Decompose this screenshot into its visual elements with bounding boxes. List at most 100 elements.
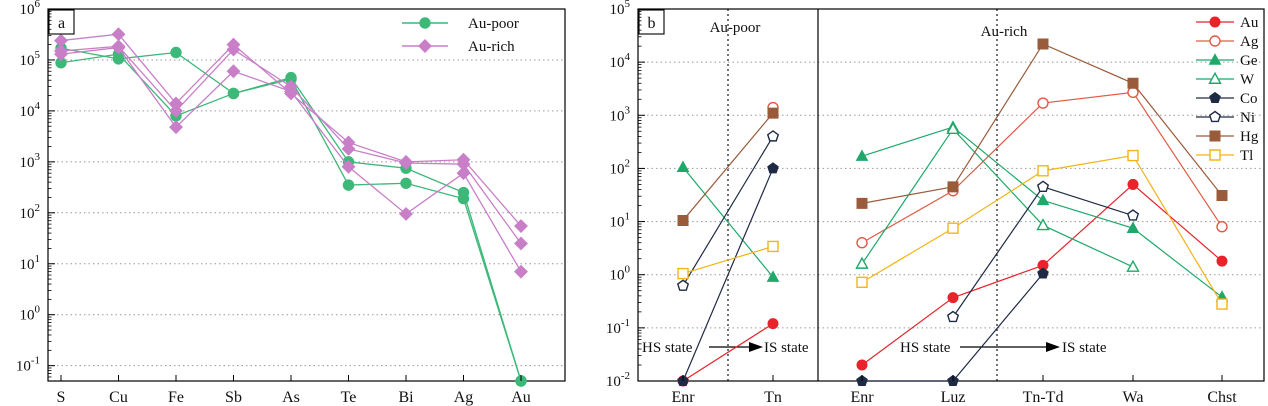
- data-point-tl: [767, 240, 779, 253]
- data-point: [284, 84, 298, 99]
- series-line-ni: [952, 186, 1134, 318]
- data-point: [169, 103, 183, 118]
- data-point-co: [1037, 267, 1049, 279]
- data-point: [54, 47, 68, 62]
- data-point: [514, 264, 528, 279]
- data-point-hg: [856, 197, 868, 209]
- y-tick-label: 104: [20, 100, 41, 120]
- data-point: [342, 179, 355, 191]
- x-tick-label: S: [57, 389, 66, 406]
- data-point-hg: [947, 181, 959, 193]
- data-point-ag: [1127, 86, 1139, 99]
- x-tick-label: Luz: [941, 389, 966, 406]
- legend-marker: [418, 39, 432, 53]
- legend-label: Tl: [1240, 148, 1253, 164]
- legend-marker: [1208, 53, 1222, 65]
- series-line-ge: [682, 166, 774, 278]
- data-point-tl: [1037, 165, 1049, 177]
- y-tick-label: 102: [20, 202, 41, 222]
- series-line-hg: [682, 112, 774, 221]
- legend-marker: [1208, 110, 1222, 123]
- data-point-ge: [676, 160, 690, 173]
- data-point-ag: [856, 237, 868, 249]
- data-point-co: [767, 162, 779, 174]
- data-point: [170, 46, 182, 59]
- legend-label: Au-poor: [468, 16, 519, 32]
- series-line-co: [862, 273, 1044, 382]
- data-point-au: [767, 318, 779, 330]
- series-line-w: [861, 128, 1134, 268]
- data-point-au: [856, 359, 868, 371]
- data-point-hg: [1037, 38, 1049, 50]
- x-tick-label: Tn-Td: [1023, 389, 1064, 406]
- panel-b: Enr Tn Enr Luz Tn-Td Wa Chst Au-poor Au-rich HS s…: [637, 8, 1265, 406]
- y-tick-label: 105: [610, 0, 631, 18]
- x-tick-label: Cu: [109, 389, 128, 406]
- data-point: [400, 177, 412, 189]
- legend-label: Au: [1240, 15, 1259, 31]
- data-point: [341, 141, 356, 156]
- series-line-au-poor: [60, 53, 522, 382]
- x-tick-label: Sb: [225, 389, 242, 406]
- data-point-au: [947, 292, 959, 304]
- data-point-hg: [677, 214, 689, 226]
- y-tick-label: 100: [610, 264, 631, 284]
- series-line-hg: [861, 43, 1223, 204]
- panel-label-box: [638, 9, 665, 35]
- y-tick-label: 103: [20, 151, 41, 171]
- data-point-ni: [676, 279, 690, 291]
- legend-label: Hg: [1240, 129, 1259, 145]
- x-tick-label: As: [282, 389, 300, 406]
- data-point-au: [1216, 255, 1228, 267]
- annotation-is-state: IS state: [764, 340, 809, 356]
- legend-label: Ge: [1240, 53, 1258, 69]
- data-point-ge: [1036, 193, 1050, 206]
- data-point-hg: [1216, 189, 1228, 201]
- y-tick-label: 101: [20, 253, 41, 273]
- legend-label: Au-rich: [468, 39, 515, 55]
- data-point-hg: [767, 107, 779, 119]
- legend-marker: [1209, 35, 1221, 47]
- annotation-hs-state: HS state: [642, 340, 693, 356]
- data-point: [341, 159, 356, 174]
- data-point: [456, 166, 471, 181]
- data-point-au: [1127, 178, 1139, 190]
- data-point-ge: [766, 270, 780, 282]
- x-tick-label: Chst: [1207, 389, 1237, 406]
- data-point-w: [946, 121, 960, 135]
- x-tick-label: Au: [511, 389, 531, 406]
- data-point-w: [1036, 218, 1050, 231]
- x-tick-label: Te: [341, 389, 357, 406]
- data-point-tl: [1127, 149, 1139, 162]
- x-tick-label: Enr: [671, 389, 695, 406]
- data-point: [226, 64, 241, 79]
- data-point-tl: [677, 267, 689, 280]
- data-point: [111, 40, 126, 55]
- data-point: [169, 120, 183, 135]
- legend-label: Co: [1240, 91, 1258, 107]
- y-tick-label: 10-2: [606, 370, 630, 390]
- data-point: [399, 156, 413, 170]
- data-point-hg: [1127, 77, 1139, 89]
- y-tick-label: 106: [20, 0, 41, 18]
- legend-label: W: [1240, 72, 1255, 88]
- series-line-au: [682, 323, 774, 382]
- y-tick-label: 104: [610, 51, 631, 71]
- legend-marker: [1209, 16, 1221, 28]
- legend-label: Ni: [1240, 110, 1255, 126]
- data-point-ni: [1036, 180, 1050, 193]
- data-point: [514, 236, 528, 251]
- data-point-ni: [946, 310, 960, 323]
- x-tick-label: Ag: [454, 389, 474, 406]
- data-point: [226, 42, 241, 57]
- data-point-tl: [1216, 298, 1228, 310]
- y-tick-label: 10-1: [16, 355, 40, 375]
- state-arrow-head: [749, 342, 763, 352]
- series-line-co: [682, 168, 774, 382]
- data-point: [457, 192, 470, 205]
- data-point-ge: [855, 149, 869, 161]
- series-line-ni: [682, 136, 774, 287]
- annotation-is-state: IS state: [1062, 340, 1107, 356]
- data-point-w: [855, 256, 869, 269]
